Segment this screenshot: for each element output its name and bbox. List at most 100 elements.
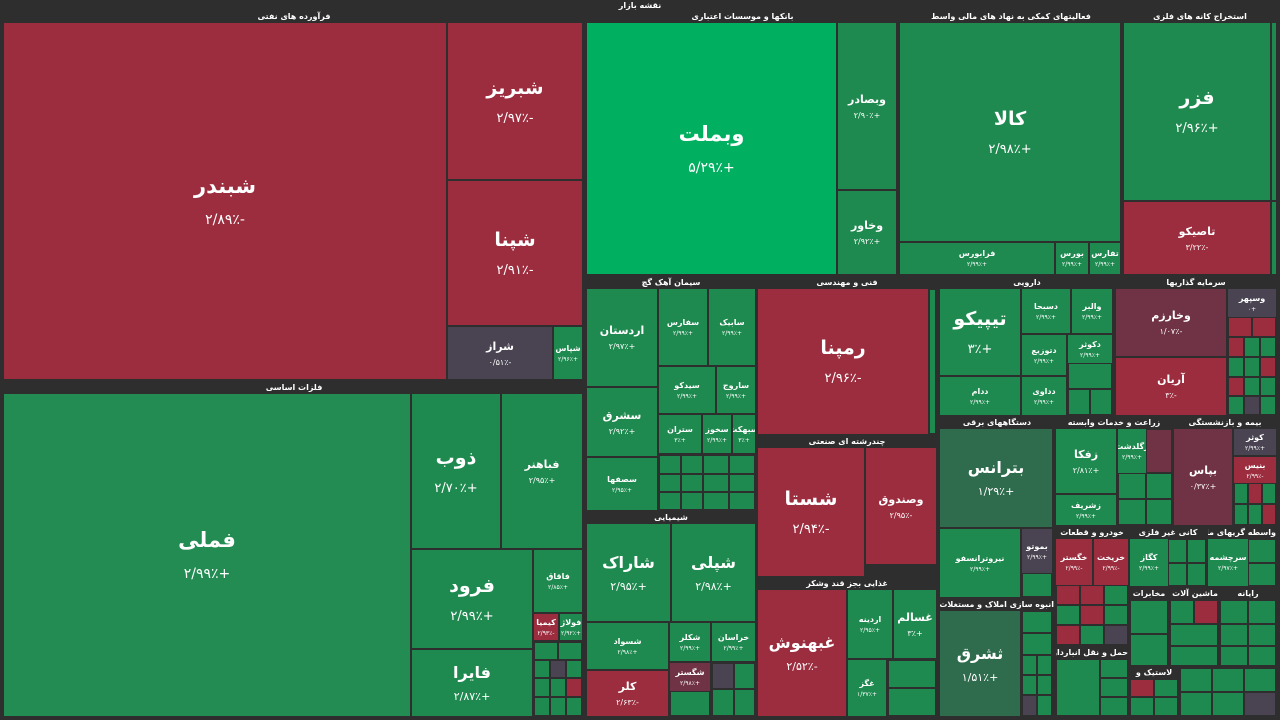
stock-tile-small[interactable] <box>1170 624 1218 646</box>
stock-tile-ghegaz[interactable]: غگز +۱/۳۷٪ <box>848 660 886 716</box>
stock-tile-small[interactable] <box>1220 646 1248 666</box>
stock-tile-fameli[interactable]: فملی +۲/۹۹٪ <box>4 394 410 716</box>
stock-tile-sidko[interactable]: سیدکو +۲/۹۹٪ <box>659 367 715 413</box>
stock-tile-small[interactable] <box>1080 585 1104 605</box>
stock-tile-small[interactable] <box>1022 695 1037 716</box>
stock-tile-small[interactable] <box>681 474 703 492</box>
stock-tile-sekhoz[interactable]: سخوز +۲/۹۹٪ <box>703 415 731 453</box>
stock-tile-setran[interactable]: ستران +۳٪ <box>659 415 701 453</box>
stock-tile-shakol[interactable]: شکلر +۲/۹۹٪ <box>670 623 710 661</box>
stock-tile-small[interactable] <box>534 678 550 697</box>
stock-tile-shasta[interactable]: شستا -۲/۹۴٪ <box>758 448 864 576</box>
stock-tile-shabriz[interactable]: شبریز -۲/۹۷٪ <box>448 23 582 179</box>
stock-tile-small[interactable] <box>734 689 755 716</box>
stock-tile-ramepna[interactable]: رمپنا -۲/۹۶٪ <box>758 289 928 434</box>
stock-tile-sefars[interactable]: سفارس +۲/۹۹٪ <box>659 289 707 365</box>
stock-tile-small[interactable] <box>1248 504 1262 525</box>
stock-tile-small[interactable] <box>566 660 582 678</box>
stock-tile-shegostar[interactable]: شگستر +۲/۹۸٪ <box>670 663 710 691</box>
stock-tile-foroud[interactable]: فرود +۲/۹۹٪ <box>412 550 532 648</box>
stock-tile-small[interactable] <box>729 492 755 510</box>
stock-tile-sarcheshmeh[interactable]: سرچشمه +۲/۹۷٪ <box>1208 539 1248 586</box>
sector-header-auto[interactable]: خودرو و قطعات <box>1060 528 1124 537</box>
stock-tile-small[interactable] <box>1228 396 1244 415</box>
stock-tile-zagaldasht[interactable]: زگلدشت +۲/۹۹٪ <box>1118 429 1146 473</box>
stock-tile-small[interactable] <box>729 474 755 492</box>
sector-header-investments[interactable]: سرمایه گذاریها <box>1166 278 1226 287</box>
stock-tile-dadam[interactable]: ددام +۲/۹۹٪ <box>940 377 1020 415</box>
stock-tile-small[interactable] <box>1248 539 1276 563</box>
stock-tile-small[interactable] <box>1212 668 1244 692</box>
sector-header-basic-metals[interactable]: فلزات اساسی <box>265 383 323 392</box>
stock-tile-small[interactable] <box>1022 573 1052 597</box>
stock-tile-shepas[interactable]: شپاس +۲/۹۶٪ <box>554 327 582 379</box>
stock-tile-small[interactable] <box>659 455 681 474</box>
stock-tile-small[interactable] <box>534 697 550 716</box>
sector-header-computer[interactable]: رایانه <box>1237 589 1259 598</box>
stock-tile-small[interactable] <box>1080 605 1104 625</box>
stock-tile-small[interactable] <box>1180 668 1212 692</box>
stock-tile-small[interactable] <box>1022 611 1052 633</box>
stock-tile-vkharazm[interactable]: وخارزم -۱/۰۷٪ <box>1116 289 1226 356</box>
stock-tile-small[interactable] <box>1248 646 1276 666</box>
sector-header-banks[interactable]: بانکها و موسسات اعتباری <box>691 12 794 21</box>
stock-tile-small[interactable] <box>1244 357 1260 377</box>
stock-tile-small[interactable] <box>1260 377 1276 396</box>
stock-tile-small[interactable] <box>1056 585 1080 605</box>
stock-tile-small[interactable] <box>1272 23 1276 200</box>
stock-tile-small[interactable] <box>888 660 936 688</box>
stock-tile-batrans[interactable]: بترانس +۱/۲۹٪ <box>940 429 1052 527</box>
stock-tile-kalar[interactable]: کلر -۲/۶۳٪ <box>587 671 668 716</box>
stock-tile-small[interactable] <box>1056 659 1100 716</box>
sector-header-fin-intermediaries[interactable]: واسطه گریهای مالی و <box>1208 528 1276 537</box>
stock-tile-vesapa[interactable]: وسپهر +۰ <box>1228 289 1276 317</box>
stock-tile-small[interactable] <box>1170 646 1218 666</box>
stock-tile-tashraq[interactable]: ثشرق +۱/۵۱٪ <box>940 611 1020 716</box>
stock-tile-small[interactable] <box>712 689 734 716</box>
sector-header-machinery[interactable]: ماشین آلات و <box>1170 589 1218 598</box>
stock-tile-small[interactable] <box>1100 659 1128 678</box>
sector-header-metal-mining[interactable]: استخراج کانه های فلزی <box>1153 12 1247 21</box>
sector-header-chemicals[interactable]: شیمیایی <box>654 513 688 522</box>
stock-tile-kimia[interactable]: کیمیا -۲/۹۳٪ <box>534 614 558 640</box>
stock-tile-small[interactable] <box>1248 563 1276 586</box>
stock-tile-small[interactable] <box>1180 692 1212 716</box>
stock-tile-small[interactable] <box>1068 389 1090 415</box>
stock-tile-dasobha[interactable]: دسبحا +۲/۹۹٪ <box>1022 289 1070 333</box>
stock-tile-faghagh[interactable]: فاقاق +۲/۸۵٪ <box>534 550 582 612</box>
stock-tile-small[interactable] <box>670 691 710 716</box>
stock-tile-small[interactable] <box>659 474 681 492</box>
stock-tile-small[interactable] <box>1037 655 1052 675</box>
stock-tile-small[interactable] <box>534 642 558 660</box>
stock-tile-small[interactable] <box>1068 363 1112 389</box>
sector-header-real-estate[interactable]: انبوه سازی املاک و مستغلات <box>940 600 1054 609</box>
stock-tile-ghesalam[interactable]: غسالم +۳٪ <box>894 590 936 658</box>
stock-tile-small[interactable] <box>1080 625 1104 645</box>
stock-tile-small[interactable] <box>1244 337 1260 357</box>
stock-tile-farabourse[interactable]: فرابورس +۲/۹۹٪ <box>900 243 1054 274</box>
stock-tile-dadarou[interactable]: دداوی +۲/۹۹٪ <box>1022 377 1066 415</box>
stock-tile-small[interactable] <box>1234 504 1248 525</box>
stock-tile-small[interactable] <box>1244 377 1260 396</box>
sector-header-nonmetal[interactable]: کانی غیر فلزی <box>1138 528 1198 537</box>
sector-header-agriculture[interactable]: زراعت و خدمات وابسته <box>1067 418 1161 427</box>
stock-tile-small[interactable] <box>1244 396 1260 415</box>
stock-tile-small[interactable] <box>550 660 566 678</box>
stock-tile-small[interactable] <box>1130 600 1168 634</box>
stock-tile-small[interactable] <box>1228 337 1244 357</box>
stock-tile-small[interactable] <box>1130 697 1154 716</box>
stock-tile-tipiko[interactable]: تیپیکو +۳٪ <box>940 289 1020 375</box>
stock-tile-small[interactable] <box>703 455 729 474</box>
sector-header-transport[interactable]: حمل و نقل انبارداری و <box>1056 648 1128 657</box>
stock-tile-small[interactable] <box>566 678 582 697</box>
stock-tile-small[interactable] <box>929 289 936 434</box>
stock-tile-small[interactable] <box>1056 625 1080 645</box>
stock-tile-small[interactable] <box>1220 600 1248 624</box>
stock-tile-small[interactable] <box>1260 396 1276 415</box>
stock-tile-tafars[interactable]: تفارس +۲/۹۹٪ <box>1090 243 1120 274</box>
stock-tile-sharak[interactable]: شاراک +۲/۹۵٪ <box>587 524 670 621</box>
stock-tile-bemoto[interactable]: بموتو +۲/۹۹٪ <box>1022 529 1052 573</box>
stock-tile-small[interactable] <box>659 492 681 510</box>
stock-tile-small[interactable] <box>1146 499 1172 525</box>
stock-tile-small[interactable] <box>888 688 936 716</box>
